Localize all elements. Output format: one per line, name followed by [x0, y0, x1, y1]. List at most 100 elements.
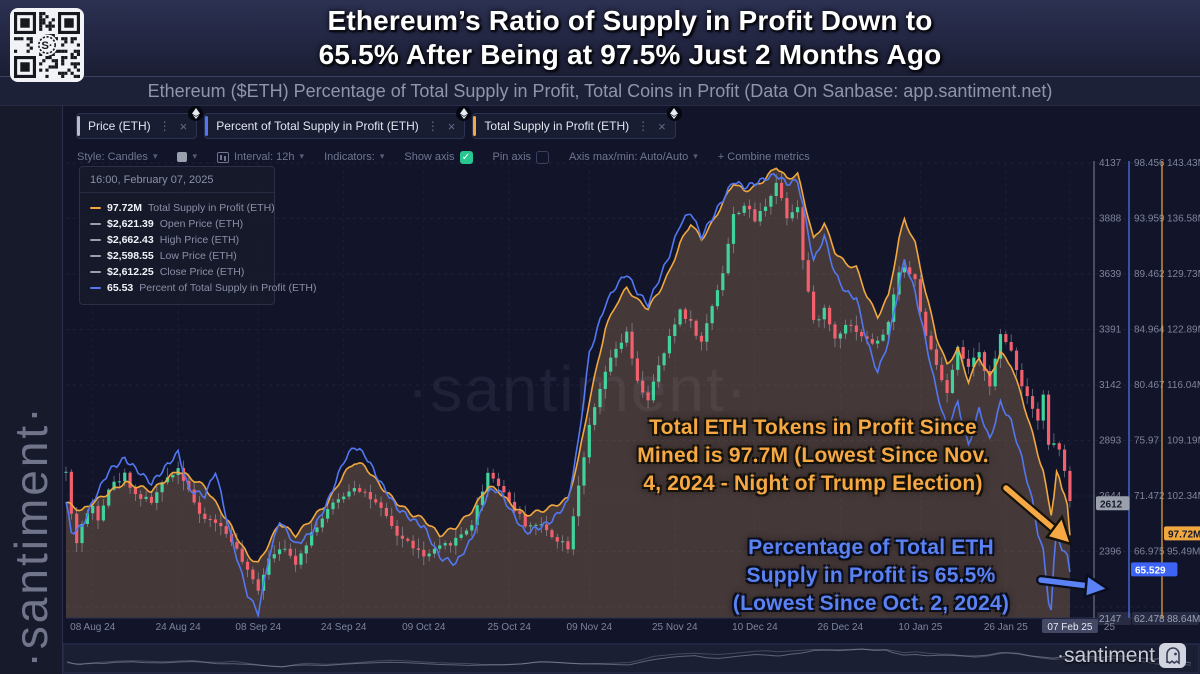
svg-text:143.43M: 143.43M	[1167, 158, 1200, 169]
svg-text:2612: 2612	[1100, 499, 1123, 510]
percent-line	[65, 172, 1071, 619]
svg-text:S·: S·	[41, 40, 52, 52]
tab-label: Total Supply in Profit (ETH)	[484, 119, 630, 133]
date-axis[interactable]: 08 Aug 24 24 Aug 24 08 Sep 24 24 Sep 24 09 O…	[70, 619, 1115, 633]
annotation-line: Mined is 97.7M (Lowest Since Nov.	[637, 444, 989, 467]
svg-text:4137: 4137	[1099, 158, 1122, 169]
hover-tooltip: 16:00, February 07, 2025 97.72M Total Su…	[79, 166, 317, 305]
color-swatch-select[interactable]: ▾	[177, 150, 197, 163]
svg-text:3639: 3639	[1099, 269, 1122, 280]
header: Ethereum’s Ratio of Supply in Profit Dow…	[0, 0, 1200, 76]
svg-text:75.97: 75.97	[1134, 436, 1159, 447]
eth-asset-badge[interactable]	[456, 106, 472, 121]
combine-metrics-button[interactable]: + Combine metrics	[718, 151, 810, 163]
series-dash-icon	[90, 287, 101, 289]
tooltip-row: $2,598.55 Low Price (ETH)	[90, 248, 264, 264]
chart-panel: Price (ETH) ⋮ × Percent of Total Supply …	[62, 106, 1200, 674]
svg-text:93.959: 93.959	[1134, 214, 1165, 225]
annotation-line: Supply in Profit is 65.5%	[746, 564, 996, 587]
annotation-line: 4, 2024 - Night of Trump Election)	[643, 472, 983, 495]
svg-text:89.462: 89.462	[1134, 269, 1165, 280]
tooltip-timestamp: 16:00, February 07, 2025	[80, 167, 274, 193]
tab-price-eth[interactable]: Price (ETH) ⋮ ×	[76, 106, 204, 139]
svg-text:95.49M: 95.49M	[1167, 547, 1200, 558]
close-icon[interactable]: ×	[179, 118, 188, 134]
supply-area	[66, 168, 1070, 619]
svg-text:65.529: 65.529	[1135, 565, 1166, 576]
style-select[interactable]: Style: Candles ▾	[77, 150, 158, 164]
tab-label: Price (ETH)	[88, 119, 151, 133]
title-line-2: 65.5% After Being at 97.5% Just 2 Months…	[318, 39, 942, 70]
svg-text:08 Aug 24: 08 Aug 24	[70, 622, 115, 633]
style-label: Style: Candles	[77, 151, 148, 163]
supply-axis[interactable]: 143.43M 136.58M 129.73M 122.89M 116.04M 109.1…	[1161, 158, 1200, 625]
tooltip-row: $2,612.25 Close Price (ETH)	[90, 264, 264, 280]
svg-text:98.456: 98.456	[1134, 158, 1165, 169]
chart-subtitle: Ethereum ($ETH) Percentage of Total Supp…	[147, 80, 1053, 101]
pin-axis-toggle[interactable]: Pin axis	[492, 150, 550, 164]
price-current-badge: 2612	[1096, 496, 1130, 511]
santiment-logo-text: ·santiment	[1056, 643, 1155, 667]
chevron-down-icon: ▾	[192, 150, 197, 161]
svg-text:24 Aug 24: 24 Aug 24	[156, 622, 201, 633]
tooltip-row: $2,662.43 High Price (ETH)	[90, 232, 264, 248]
svg-text:102.34M: 102.34M	[1167, 491, 1200, 502]
chart-toolbar: Style: Candles ▾ ▾ Interval: 12h ▾ Indic…	[77, 147, 810, 167]
series-dash-icon	[90, 239, 101, 241]
kebab-menu-icon[interactable]: ⋮	[426, 119, 440, 133]
axis-maxmin-label: Axis max/min: Auto/Auto	[569, 151, 689, 163]
series-dash-icon	[90, 223, 101, 225]
svg-text:109.19M: 109.19M	[1167, 436, 1200, 447]
pin-axis-checkbox[interactable]	[536, 150, 550, 164]
left-rail: ·santiment·	[0, 106, 62, 674]
svg-text:3888: 3888	[1099, 214, 1122, 225]
pin-axis-label: Pin axis	[492, 151, 532, 163]
svg-text:62.478: 62.478	[1134, 614, 1165, 625]
tooltip-rows: 97.72M Total Supply in Profit (ETH) $2,6…	[80, 193, 317, 304]
tab-percent-supply-in-profit[interactable]: Percent of Total Supply in Profit (ETH) …	[204, 106, 472, 139]
range-navigator[interactable]	[63, 643, 1200, 674]
percent-axis[interactable]: 98.456 93.959 89.462 84.964 80.467 75.97 71.47…	[1128, 158, 1166, 625]
tooltip-label: Total Supply in Profit (ETH)	[148, 202, 275, 214]
svg-text:3142: 3142	[1099, 380, 1122, 391]
chevron-down-icon: ▾	[299, 150, 305, 161]
kebab-menu-icon[interactable]: ⋮	[158, 119, 172, 133]
title-line-1: Ethereum’s Ratio of Supply in Profit Dow…	[327, 5, 933, 36]
svg-text:2147: 2147	[1099, 614, 1122, 625]
interval-label: Interval: 12h	[234, 151, 295, 163]
interval-select[interactable]: Interval: 12h ▾	[217, 151, 304, 163]
tooltip-label: High Price (ETH)	[159, 234, 240, 246]
show-axis-label: Show axis	[404, 151, 455, 163]
page-title: Ethereum’s Ratio of Supply in Profit Dow…	[100, 4, 1160, 72]
show-axis-toggle[interactable]: Show axis ✓	[404, 150, 473, 164]
subtitle-bar: Ethereum ($ETH) Percentage of Total Supp…	[0, 76, 1200, 106]
axis-maxmin-select[interactable]: Axis max/min: Auto/Auto ▾	[569, 150, 698, 164]
santiment-watermark: ·santiment·	[406, 353, 750, 425]
close-icon[interactable]: ×	[658, 118, 666, 134]
tooltip-value: $2,621.39	[107, 218, 154, 230]
series-dash-icon	[90, 271, 101, 273]
combine-metrics-label: + Combine metrics	[717, 151, 810, 163]
chevron-down-icon: ▾	[693, 150, 698, 161]
svg-text:116.04M: 116.04M	[1167, 380, 1200, 391]
show-axis-checkbox[interactable]: ✓	[459, 150, 473, 164]
svg-text:10 Jan 25: 10 Jan 25	[898, 622, 942, 633]
svg-text:26 Jan 25: 26 Jan 25	[984, 622, 1028, 633]
svg-text:26 Dec 24: 26 Dec 24	[818, 622, 864, 633]
chevron-down-icon: ▾	[152, 150, 158, 161]
indicators-select[interactable]: Indicators: ▾	[324, 150, 385, 164]
santiment-vertical-brand: ·santiment·	[5, 404, 57, 668]
tooltip-value: $2,612.25	[107, 266, 154, 278]
chevron-down-icon: ▾	[379, 150, 385, 161]
svg-text:09 Oct 24: 09 Oct 24	[402, 622, 446, 633]
tooltip-row: 65.53 Percent of Total Supply in Profit …	[90, 280, 317, 296]
percent-current-badge: 65.529	[1131, 562, 1178, 577]
price-axis[interactable]: 413738883639339131422893264423962147	[1093, 158, 1131, 625]
eth-asset-badge[interactable]	[666, 106, 682, 121]
color-swatch	[177, 152, 188, 162]
close-icon[interactable]: ×	[447, 118, 456, 134]
kebab-menu-icon[interactable]: ⋮	[637, 119, 651, 133]
tab-total-supply-in-profit[interactable]: Total Supply in Profit (ETH) ⋮ ×	[472, 106, 682, 139]
eth-asset-badge[interactable]	[188, 106, 204, 121]
